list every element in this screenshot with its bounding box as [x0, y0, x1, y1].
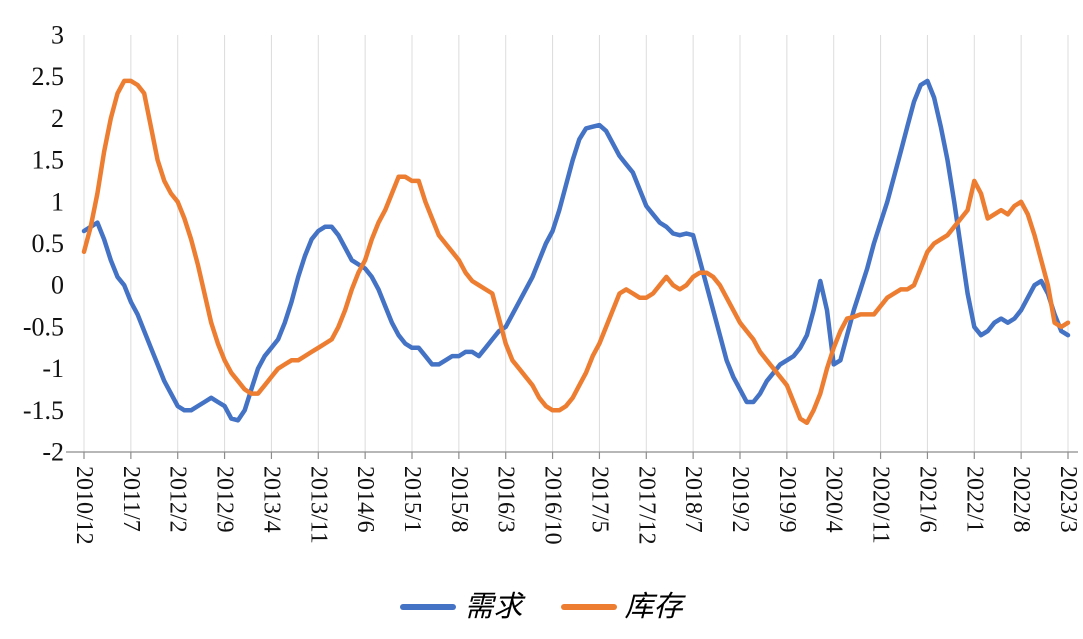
x-tick-label: 2014/6 — [352, 466, 378, 533]
x-tick-label: 2018/7 — [680, 466, 706, 533]
y-tick-label: 2 — [51, 104, 64, 133]
y-tick-label: 3 — [51, 21, 64, 50]
demand-line-swatch — [400, 604, 457, 610]
legend: 需求 库存 — [0, 575, 1083, 639]
y-tick-label: 1 — [51, 187, 64, 216]
x-tick-label: 2021/6 — [914, 466, 940, 533]
y-tick-label: 0.5 — [32, 229, 65, 258]
x-tick-label: 2015/8 — [446, 466, 472, 533]
x-tick-label: 2020/4 — [821, 466, 847, 533]
legend-item-inventory: 库存 — [560, 590, 683, 623]
demand-legend-label: 需求 — [464, 590, 523, 623]
x-tick-label: 2013/11 — [305, 466, 331, 544]
x-tick-label: 2010/12 — [71, 466, 97, 545]
x-tick-label: 2016/10 — [540, 466, 566, 545]
inventory-line-swatch — [560, 604, 617, 610]
x-tick-label: 2020/11 — [868, 466, 894, 544]
x-tick-label: 2011/7 — [118, 466, 144, 532]
x-tick-label: 2022/8 — [1008, 466, 1034, 533]
y-tick-label: -0.5 — [23, 312, 64, 341]
x-tick-label: 2023/3 — [1055, 466, 1081, 533]
x-tick-label: 2012/9 — [212, 466, 238, 533]
x-tick-label: 2022/1 — [961, 466, 987, 533]
x-tick-label: 2012/2 — [165, 466, 191, 533]
demand-series-line — [81, 78, 1071, 423]
y-tick-label: -2 — [42, 438, 64, 467]
y-tick-label: 2.5 — [32, 62, 65, 91]
inventory-legend-label: 库存 — [624, 590, 683, 623]
legend-item-demand: 需求 — [400, 590, 523, 623]
x-tick-label: 2019/9 — [774, 466, 800, 533]
inventory-series-line — [81, 78, 1071, 426]
x-tick-label: 2013/4 — [258, 466, 284, 533]
x-tick-label: 2015/1 — [399, 466, 425, 533]
plot-svg: 2010/12 2011/7 2012/2 2012/9 2013/4 2013/11 20… — [23, 21, 1081, 545]
x-tick-label: 2017/12 — [633, 466, 659, 545]
y-tick-label: 1.5 — [32, 146, 65, 175]
y-tick-label: -1 — [42, 354, 64, 383]
y-tick-label: -1.5 — [23, 396, 64, 425]
x-tick-label: 2017/5 — [586, 466, 612, 533]
y-tick-label: 0 — [51, 271, 64, 300]
x-tick-label: 2019/2 — [727, 466, 753, 533]
x-tick-label: 2016/3 — [493, 466, 519, 533]
